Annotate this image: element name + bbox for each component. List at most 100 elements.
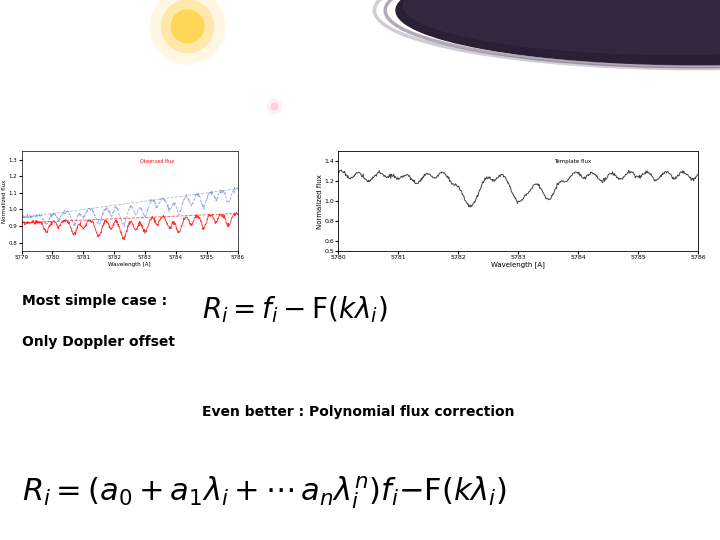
Point [362, 44, 374, 53]
Point [435, 3, 446, 12]
Point [48, 88, 60, 97]
Point [678, 84, 689, 93]
Point [24, 28, 35, 37]
Point [606, 114, 617, 123]
Point [73, 69, 85, 78]
Point [552, 21, 564, 29]
Point [369, 34, 380, 43]
Point [450, 119, 462, 128]
Point [371, 72, 382, 81]
Point [427, 10, 438, 18]
Point [40, 43, 52, 51]
Point [302, 103, 314, 111]
Point [156, 112, 167, 121]
Point [120, 5, 131, 14]
Point [157, 25, 168, 33]
Point [472, 29, 483, 38]
Point [107, 93, 118, 102]
Point [227, 42, 238, 51]
Point [311, 113, 323, 122]
Point [238, 104, 249, 113]
Text: Most simple case :: Most simple case : [22, 294, 167, 308]
Point [273, 70, 284, 78]
Point [6, 72, 18, 80]
Point [591, 77, 603, 85]
Y-axis label: Normalized flux: Normalized flux [317, 174, 323, 228]
Point [251, 113, 263, 122]
Point [218, 31, 230, 40]
Point [520, 58, 531, 67]
Point [660, 60, 672, 69]
Point [372, 122, 384, 131]
Point [642, 61, 653, 70]
Point [518, 89, 530, 97]
Point [648, 112, 660, 121]
Text: Doppler measurement: Doppler measurement [50, 52, 366, 76]
Point [181, 22, 193, 30]
Text: Even better : Polynomial flux correction: Even better : Polynomial flux correction [202, 404, 514, 418]
X-axis label: Wavelength [A]: Wavelength [A] [108, 262, 151, 267]
Point [469, 9, 481, 18]
Point [302, 45, 313, 54]
Point [549, 17, 561, 25]
Point [705, 49, 716, 57]
Point [94, 2, 106, 10]
Point [233, 55, 244, 64]
Point [531, 19, 543, 28]
Point [658, 60, 670, 69]
Point [626, 18, 637, 27]
Point [456, 23, 468, 31]
Point [679, 52, 690, 60]
Point [380, 11, 392, 20]
Point [633, 38, 644, 47]
Point [649, 58, 660, 67]
Point [576, 53, 588, 62]
Y-axis label: Normalized flux: Normalized flux [2, 179, 7, 223]
Point [503, 109, 515, 118]
Point [214, 4, 225, 12]
Point [197, 50, 208, 59]
Point [125, 100, 137, 109]
Point [640, 83, 652, 91]
Text: $R_i = f_i - \mathrm{F}(k\lambda_i)$: $R_i = f_i - \mathrm{F}(k\lambda_i)$ [202, 294, 387, 325]
Point [204, 102, 215, 111]
Circle shape [396, 0, 720, 65]
Point [443, 56, 454, 65]
Point [67, 68, 78, 77]
Point [573, 15, 585, 23]
Point [664, 124, 675, 132]
Point [195, 116, 207, 125]
Point [81, 40, 92, 49]
Point [19, 107, 30, 116]
Point [50, 93, 61, 102]
Point [138, 120, 149, 129]
Point [135, 41, 147, 50]
Point [21, 75, 32, 84]
Point [110, 110, 122, 119]
Point [616, 119, 627, 127]
Point [1, 54, 12, 63]
Point [203, 79, 215, 88]
Point [258, 77, 269, 86]
Point [12, 105, 24, 113]
Point [55, 23, 66, 31]
Point [223, 103, 235, 111]
Text: Template flux: Template flux [554, 159, 592, 164]
Point [639, 64, 651, 72]
Point [504, 44, 516, 52]
Point [238, 43, 250, 52]
Point [368, 122, 379, 131]
Point [36, 0, 48, 8]
Point [492, 14, 503, 23]
Point [225, 89, 237, 97]
Point [581, 79, 593, 87]
Point [614, 119, 626, 128]
Point [0, 80, 9, 89]
Point [240, 112, 251, 120]
Point [633, 22, 644, 31]
Point [693, 60, 704, 69]
Point [211, 55, 222, 63]
Point [385, 120, 397, 129]
Point [426, 78, 437, 86]
Point [482, 0, 494, 5]
